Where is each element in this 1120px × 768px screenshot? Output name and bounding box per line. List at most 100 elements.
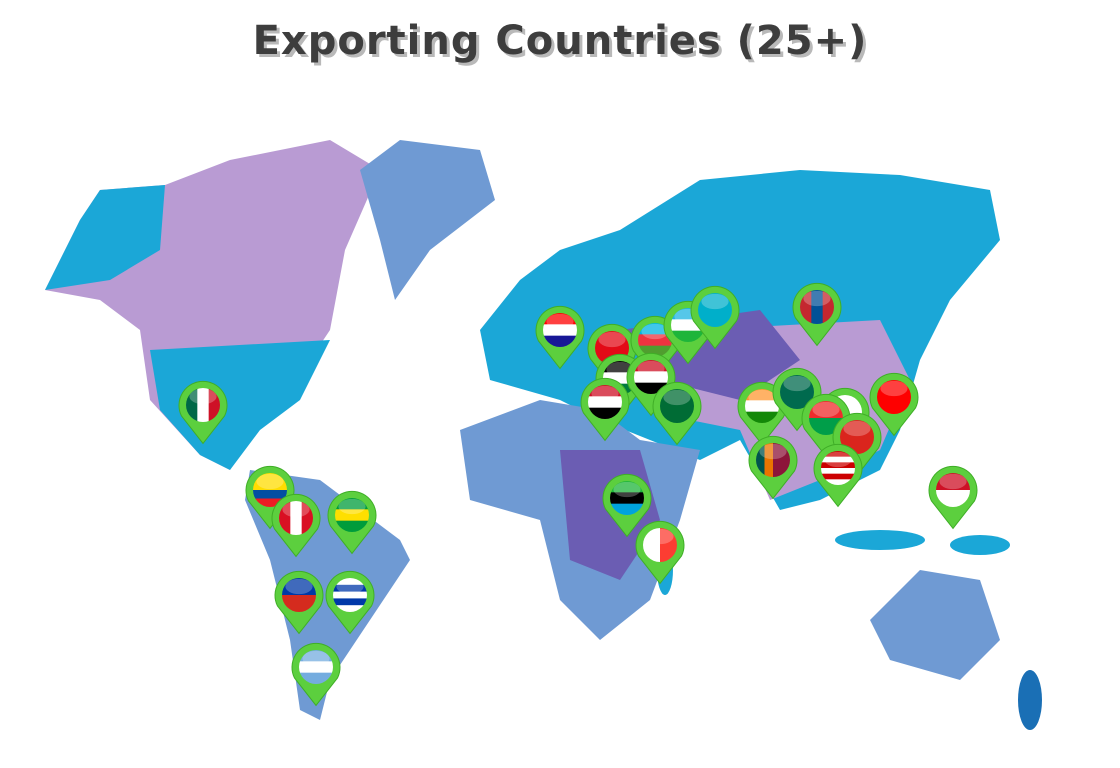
flag-stripe <box>603 361 637 373</box>
flag-stripe <box>588 407 622 419</box>
flag-stripe <box>638 345 672 357</box>
flag-stripe <box>335 509 369 522</box>
flag-saudi-arabia-icon <box>660 389 694 423</box>
flag-stripe <box>821 451 855 458</box>
flag-chile-icon <box>282 578 316 612</box>
flag-peru-icon <box>279 501 313 535</box>
map-pin <box>274 570 324 635</box>
greenland <box>360 140 495 300</box>
flag-stripe <box>671 330 705 342</box>
gloss-highlight <box>783 375 811 392</box>
flag-india-icon <box>745 389 779 423</box>
gloss-highlight <box>613 481 641 498</box>
flag-stripe <box>299 672 333 684</box>
flag-stripe <box>634 371 668 384</box>
map-pin <box>792 282 842 347</box>
gloss-highlight <box>338 498 366 515</box>
flag-burkina-faso-icon <box>809 401 843 435</box>
new-guinea <box>950 535 1010 555</box>
continents <box>45 140 1042 730</box>
flag-kazakhstan-icon <box>698 293 732 327</box>
flag-stripe <box>186 388 198 422</box>
gloss-highlight <box>546 313 574 330</box>
flag-stripe <box>282 578 316 596</box>
flag-stripe <box>282 595 316 612</box>
flag-stripe <box>301 501 313 535</box>
flag-stripe <box>638 323 672 335</box>
flag-stripe <box>634 360 668 372</box>
flag-stripe <box>822 290 834 324</box>
flag-stripe <box>698 293 732 327</box>
flag-stripe <box>603 372 637 385</box>
flag-ecuador-icon <box>253 473 287 507</box>
flag-taiwan-icon <box>877 380 911 414</box>
gloss-highlight <box>812 401 840 418</box>
flag-stripe <box>299 650 333 662</box>
map-pin <box>652 381 702 446</box>
flag-stripe <box>253 473 287 482</box>
flag-stripe <box>671 308 705 320</box>
flag-azerbaijan-icon <box>638 323 672 357</box>
flag-stripe <box>745 400 779 413</box>
flag-argentina-icon <box>299 650 333 684</box>
flag-stripe <box>543 324 577 337</box>
flag-croatia-icon <box>543 313 577 347</box>
gloss-highlight <box>336 578 364 595</box>
flag-stripe <box>335 498 369 510</box>
flag-stripe <box>208 388 220 422</box>
flag-stripe <box>335 520 369 532</box>
flag-stripe <box>253 490 287 499</box>
flag-stripe <box>543 335 577 347</box>
flag-stripe <box>745 389 779 401</box>
flag-stripe <box>821 462 855 469</box>
gloss-highlight <box>256 473 284 490</box>
flag-indonesia-icon <box>936 473 970 507</box>
flag-malaysia-icon <box>821 451 855 485</box>
flag-iraq-icon <box>634 360 668 394</box>
gloss-highlight <box>803 290 831 307</box>
flag-stripe <box>745 411 779 423</box>
gloss-highlight <box>701 293 729 310</box>
new-zealand <box>1018 670 1042 730</box>
map-pin <box>245 465 295 530</box>
map-pin <box>327 490 377 555</box>
flag-stripe <box>877 380 911 414</box>
flag-stripe <box>821 468 855 475</box>
flag-brazil-icon <box>335 498 369 532</box>
gloss-highlight <box>637 360 665 377</box>
flag-stripe <box>634 382 668 394</box>
flag-stripe <box>671 319 705 332</box>
flag-stripe <box>333 591 367 599</box>
flag-stripe <box>821 479 855 485</box>
flag-stripe <box>660 528 677 562</box>
gloss-highlight <box>939 473 967 490</box>
flag-stripe <box>253 498 287 507</box>
map-pin <box>178 380 228 445</box>
gloss-highlight <box>285 578 313 595</box>
gloss-highlight <box>880 380 908 397</box>
pins-layer <box>178 282 978 707</box>
gloss-highlight <box>598 331 626 348</box>
gloss-highlight <box>759 443 787 460</box>
flag-stripe <box>610 503 644 515</box>
flag-tanzania-icon <box>610 481 644 515</box>
gloss-highlight <box>282 501 310 518</box>
alaska <box>45 185 165 290</box>
map-pin <box>602 473 652 538</box>
flag-stripe <box>197 388 210 422</box>
flag-mexico-icon <box>186 388 220 422</box>
flag-uruguay-icon <box>333 578 367 612</box>
flag-mongolia-icon <box>800 290 834 324</box>
map-pin <box>635 520 685 585</box>
page-title: Exporting Countries (25+) <box>252 18 868 64</box>
flag-sri-lanka-icon <box>756 443 790 477</box>
flag-stripe <box>333 605 367 612</box>
gloss-highlight <box>591 385 619 402</box>
flag-stripe <box>279 501 291 535</box>
flag-stripe <box>821 473 855 480</box>
gloss-highlight <box>824 451 852 468</box>
flag-stripe <box>756 443 765 477</box>
flag-stripe <box>543 313 577 325</box>
flag-egypt-icon <box>588 385 622 419</box>
